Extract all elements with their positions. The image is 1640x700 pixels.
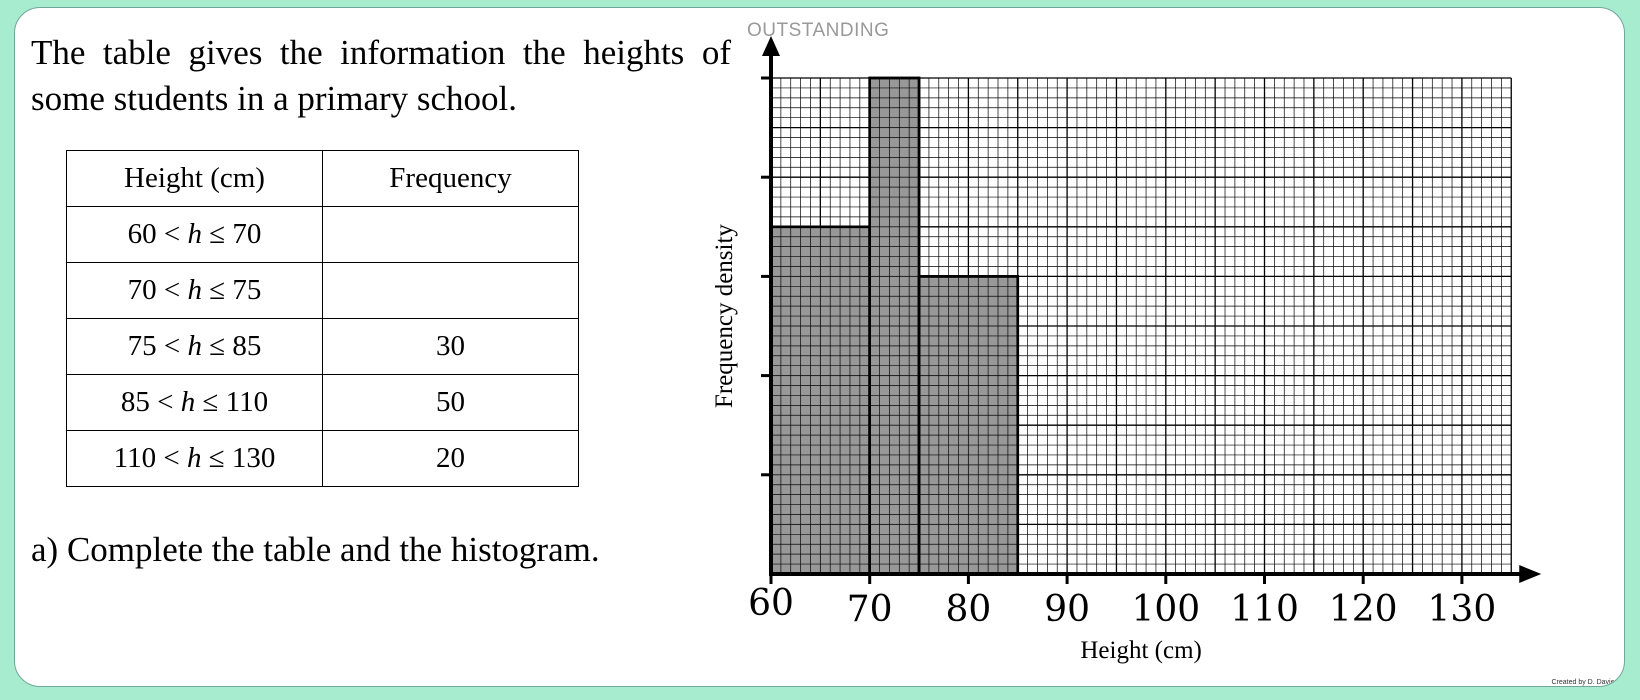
height-interval-cell: 75 < h ≤ 85 xyxy=(66,318,323,375)
x-axis-label: Height (cm) xyxy=(1080,637,1201,664)
height-interval-cell: 60 < h ≤ 70 xyxy=(66,206,323,263)
column-header-frequency: Frequency xyxy=(322,150,579,207)
y-axis-arrow xyxy=(762,36,780,56)
x-tick-label: 100 xyxy=(1131,589,1200,630)
header-tag: OUTSTANDING xyxy=(747,20,890,41)
interval-upper: 110 xyxy=(225,386,269,418)
height-interval-cell: 110 < h ≤ 130 xyxy=(66,430,323,487)
interval-variable: h xyxy=(180,386,196,418)
interval-lower: 70 xyxy=(127,274,157,306)
x-tick-label: 110 xyxy=(1230,589,1299,630)
interval-lower: 75 xyxy=(127,330,157,362)
credit-text: Created by D. Davies xyxy=(1551,679,1618,686)
histogram-chart: 60 70 80 90 100 110 120 130 Height (cm) Frequency… xyxy=(715,36,1542,664)
x-tick-label: 130 xyxy=(1428,589,1497,630)
x-tick-label: 90 xyxy=(1044,589,1090,630)
frequency-cell xyxy=(322,262,579,319)
interval-upper: 75 xyxy=(232,274,262,306)
question-text: The table gives the information the heig… xyxy=(31,33,731,118)
table-row: 75 < h ≤ 85 30 xyxy=(66,318,579,375)
table-row: 85 < h ≤ 110 50 xyxy=(66,374,579,431)
interval-lower: 60 xyxy=(127,218,157,250)
height-interval-cell: 70 < h ≤ 75 xyxy=(66,262,323,319)
interval-variable: h xyxy=(186,442,202,474)
interval-upper: 85 xyxy=(232,330,262,362)
frequency-table: Height (cm) Frequency 60 < h ≤ 70 70 < h … xyxy=(66,150,579,487)
table-row: 60 < h ≤ 70 xyxy=(66,206,579,263)
x-tick-label: 120 xyxy=(1329,589,1398,630)
table-row: 70 < h ≤ 75 xyxy=(66,262,579,319)
frequency-cell: 50 xyxy=(322,374,579,431)
interval-variable: h xyxy=(187,330,202,362)
x-tick-label: 80 xyxy=(945,589,991,630)
x-axis-arrow xyxy=(1519,565,1542,583)
x-tick-label: 70 xyxy=(847,589,893,630)
frequency-cell xyxy=(322,206,579,263)
interval-upper: 130 xyxy=(231,442,276,474)
frequency-cell: 20 xyxy=(322,430,579,487)
column-header-height: Height (cm) xyxy=(66,150,323,207)
y-axis-label: Frequency density xyxy=(715,224,738,408)
interval-upper: 70 xyxy=(232,218,262,250)
x-tick-label: 60 xyxy=(748,583,794,624)
interval-lower: 85 xyxy=(120,386,150,418)
height-interval-cell: 85 < h ≤ 110 xyxy=(66,374,323,431)
worksheet-card: OUTSTANDING The table gives the informat… xyxy=(14,7,1625,687)
frequency-cell: 30 xyxy=(322,318,579,375)
interval-variable: h xyxy=(187,274,202,306)
table-header-row: Height (cm) Frequency xyxy=(66,150,579,207)
interval-variable: h xyxy=(187,218,202,250)
part-a-instruction: a) Complete the table and the histogram. xyxy=(31,530,600,569)
table-row: 110 < h ≤ 130 20 xyxy=(66,430,579,487)
interval-lower: 110 xyxy=(113,442,157,474)
